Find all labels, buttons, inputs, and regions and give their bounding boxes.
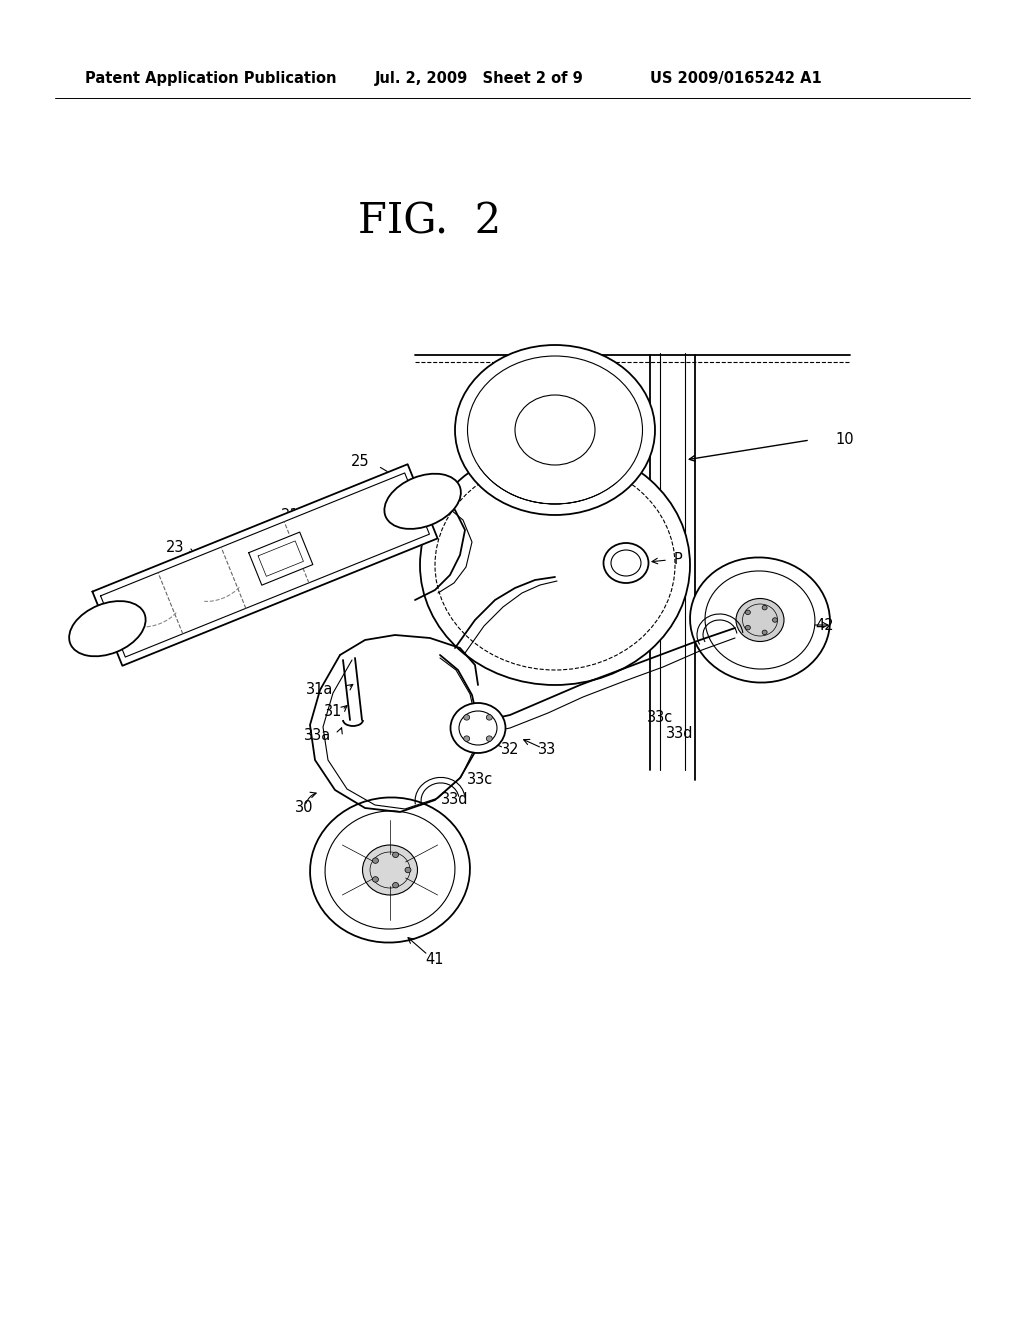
Text: P: P: [674, 553, 682, 568]
Text: 33: 33: [538, 742, 556, 758]
Text: 33d: 33d: [667, 726, 693, 742]
Ellipse shape: [384, 474, 461, 529]
Text: 31a: 31a: [306, 682, 334, 697]
Ellipse shape: [706, 572, 815, 669]
Ellipse shape: [603, 543, 648, 583]
Ellipse shape: [392, 851, 398, 858]
Ellipse shape: [464, 735, 470, 742]
Ellipse shape: [373, 858, 379, 863]
Text: 25: 25: [350, 454, 370, 470]
Text: 31: 31: [324, 705, 342, 719]
Text: 33a: 33a: [304, 727, 332, 742]
Text: 25: 25: [95, 640, 114, 656]
Polygon shape: [249, 532, 312, 585]
Text: US 2009/0165242 A1: US 2009/0165242 A1: [650, 70, 821, 86]
Ellipse shape: [464, 714, 470, 721]
Text: Jul. 2, 2009   Sheet 2 of 9: Jul. 2, 2009 Sheet 2 of 9: [375, 70, 584, 86]
Text: 42: 42: [815, 618, 834, 632]
Ellipse shape: [736, 598, 784, 642]
Ellipse shape: [406, 867, 411, 873]
Ellipse shape: [451, 704, 506, 752]
Ellipse shape: [762, 606, 767, 610]
Text: 33d: 33d: [441, 792, 469, 808]
Text: Patent Application Publication: Patent Application Publication: [85, 70, 337, 86]
Ellipse shape: [373, 876, 379, 882]
Ellipse shape: [362, 845, 418, 895]
Text: 33c: 33c: [647, 710, 673, 726]
Ellipse shape: [690, 557, 829, 682]
Ellipse shape: [420, 445, 690, 685]
Text: 20: 20: [95, 612, 114, 627]
Text: 32: 32: [501, 742, 519, 758]
Ellipse shape: [486, 714, 493, 721]
Text: 23: 23: [166, 540, 184, 556]
Ellipse shape: [762, 630, 767, 635]
Text: 33c: 33c: [467, 772, 494, 788]
Ellipse shape: [486, 735, 493, 742]
Ellipse shape: [745, 626, 751, 630]
Ellipse shape: [325, 810, 455, 929]
Ellipse shape: [515, 395, 595, 465]
Ellipse shape: [745, 610, 751, 615]
Ellipse shape: [70, 601, 145, 656]
Ellipse shape: [310, 797, 470, 942]
Ellipse shape: [455, 345, 655, 515]
Ellipse shape: [392, 883, 398, 888]
Text: 41: 41: [426, 953, 444, 968]
Ellipse shape: [772, 618, 777, 622]
Text: FIG.  2: FIG. 2: [358, 201, 502, 242]
Text: 30: 30: [295, 800, 313, 816]
Text: 10: 10: [835, 433, 854, 447]
Text: 21: 21: [281, 508, 299, 524]
Polygon shape: [92, 465, 437, 665]
